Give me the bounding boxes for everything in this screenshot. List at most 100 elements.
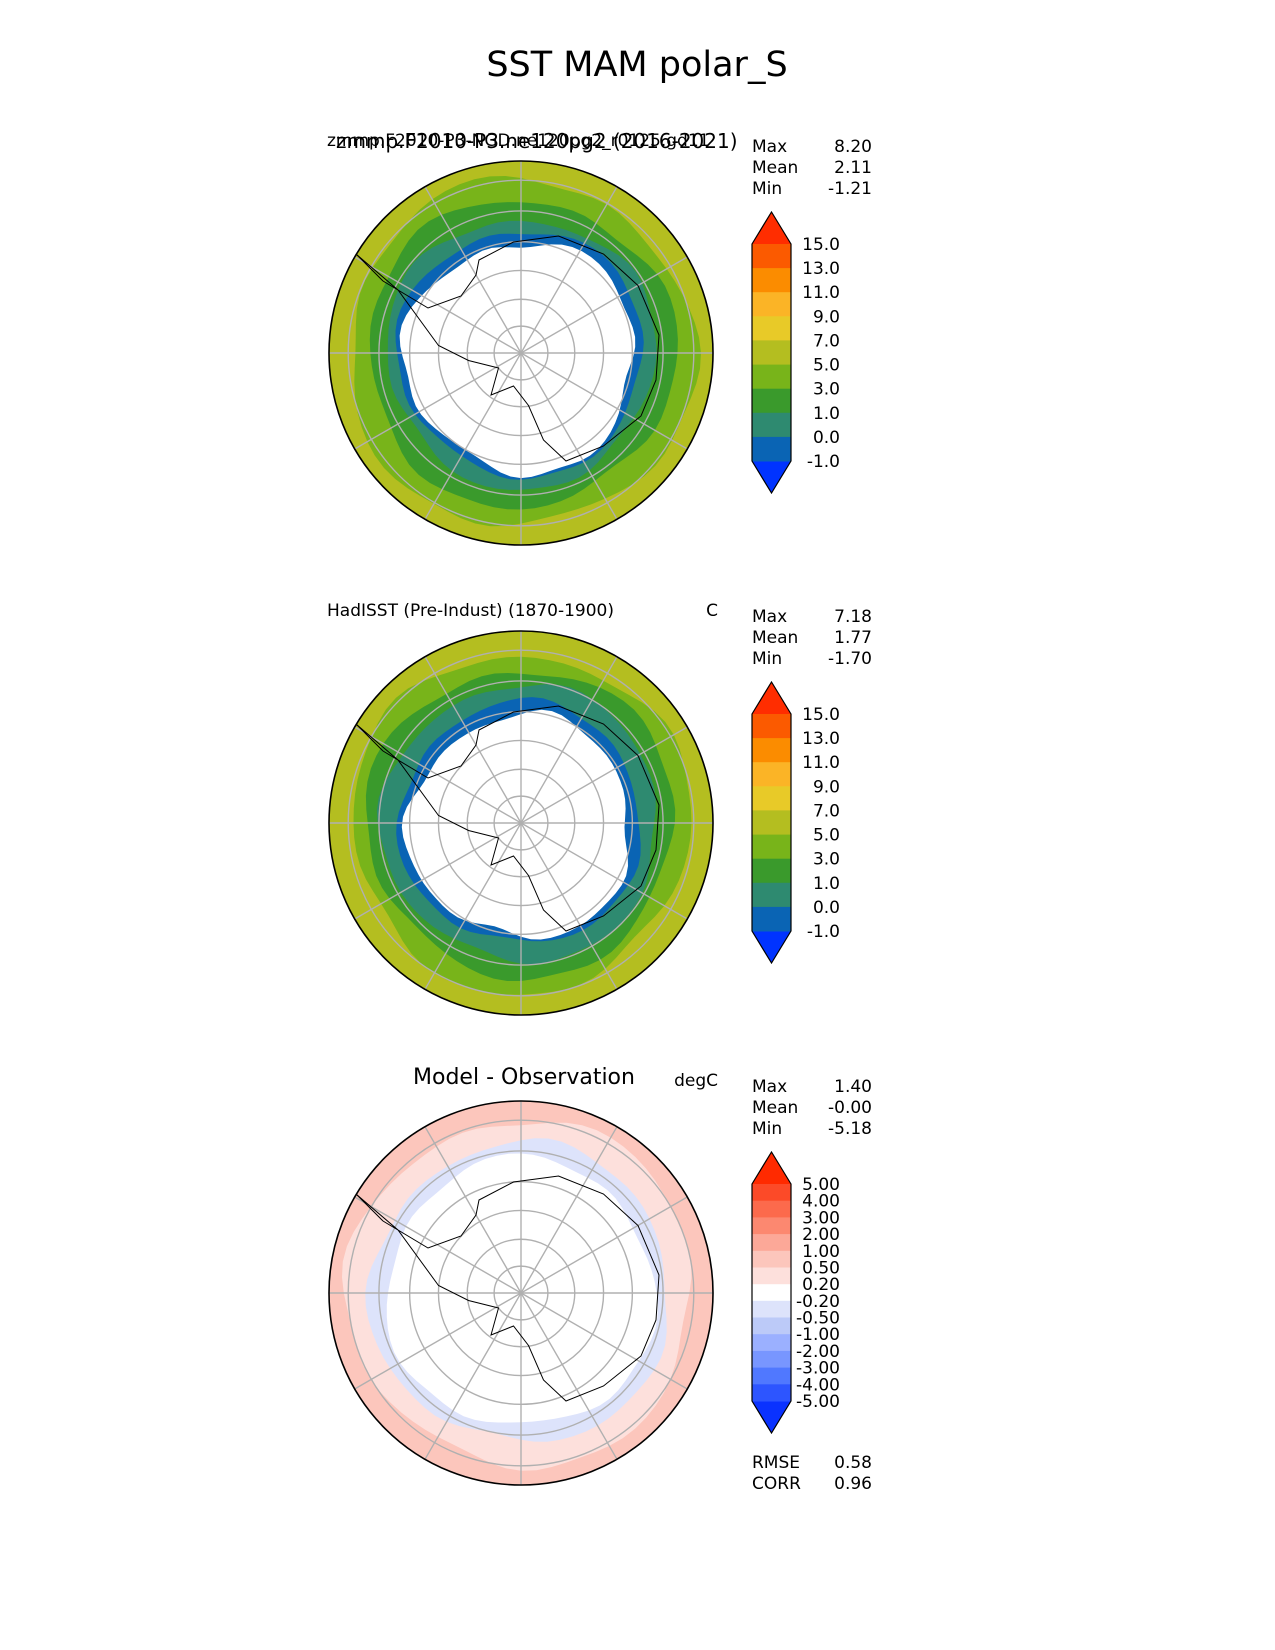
colorbar-segment	[752, 1334, 791, 1352]
colorbar-tick-label: 4.00	[802, 1192, 840, 1212]
colorbar-extend-max	[752, 212, 791, 244]
colorbar-segment	[752, 1200, 791, 1218]
map-reference	[329, 631, 713, 1015]
metric-label: CORR	[752, 1474, 801, 1494]
colorbar-tick-label: 9.0	[813, 307, 840, 327]
colorbar-tick-label: 0.20	[802, 1275, 840, 1295]
colorbar-segment	[752, 1234, 791, 1252]
colorbar-tick-label: -3.00	[796, 1359, 840, 1379]
colorbar-segment	[752, 1217, 791, 1235]
colorbar-segment	[752, 738, 791, 763]
colorbar-extend-min	[752, 1401, 791, 1433]
colorbar-segment	[752, 1284, 791, 1302]
colorbar-segment	[752, 1384, 791, 1402]
colorbar-outline	[751, 680, 792, 965]
colorbar-tick-label: 7.0	[813, 331, 840, 351]
panel-left-title-overlay: zmmp.F2010-P3.ne120pg2 (2016-2021)	[336, 129, 738, 153]
colorbar-tick-label: 0.0	[813, 898, 840, 918]
colorbar-tick-label: -2.00	[796, 1342, 840, 1362]
stat-value: 1.40	[834, 1077, 872, 1097]
colorbar-tick-label: -0.20	[796, 1292, 840, 1312]
colorbar-tick-label: 3.0	[813, 850, 840, 870]
colorbar-segment	[752, 1184, 791, 1202]
colorbar-extend-max	[752, 682, 791, 714]
stat-value: 2.11	[834, 158, 872, 178]
colorbar-tick-label: 1.00	[802, 1242, 840, 1262]
panel-left-title: HadISST (Pre-Indust) (1870-1900)	[327, 601, 614, 621]
coastline	[355, 1175, 660, 1402]
colorbar-tick-label: 1.0	[813, 404, 840, 424]
colorbar-tick-label: 13.0	[802, 259, 840, 279]
stat-label: Max	[752, 137, 787, 157]
colorbar-segment	[752, 292, 791, 317]
stat-value: -5.18	[828, 1119, 872, 1139]
metric-value: 0.58	[834, 1453, 872, 1473]
coastline	[355, 235, 660, 462]
colorbar-tick-label: 7.0	[813, 801, 840, 821]
graticule-meridian	[424, 656, 618, 990]
colorbar-segment	[752, 834, 791, 860]
stat-value: -1.70	[828, 649, 872, 669]
colorbar-segment	[752, 436, 791, 462]
panel-units: C	[706, 601, 718, 621]
colorbar-segment	[752, 1300, 791, 1318]
stat-label: Max	[752, 1077, 787, 1097]
stat-label: Mean	[752, 158, 798, 178]
colorbar-tick-label: 15.0	[802, 235, 840, 255]
panel-units: degC	[674, 1071, 718, 1091]
stat-value: -1.21	[828, 179, 872, 199]
stat-label: Max	[752, 607, 787, 627]
stat-label: Mean	[752, 1098, 798, 1118]
graticule-meridian	[424, 186, 618, 520]
stat-label: Min	[752, 1119, 782, 1139]
colorbar: 5.004.003.002.001.000.500.20-0.20-0.50-1…	[751, 1150, 840, 1435]
colorbar-tick-label: -5.00	[796, 1392, 840, 1412]
map-difference	[329, 1101, 713, 1485]
colorbar-segment	[752, 786, 791, 811]
panel-reference: HadISST (Pre-Indust) (1870-1900) C Max 7.18…	[327, 601, 872, 1016]
colorbar-tick-label: 3.00	[802, 1208, 840, 1228]
colorbar-segment	[752, 364, 791, 390]
colorbar-outline	[751, 210, 792, 495]
colorbar-extend-min	[752, 931, 791, 963]
colorbar-tick-label: -1.00	[796, 1325, 840, 1345]
metric-label: RMSE	[752, 1453, 800, 1473]
colorbar-tick-label: 2.00	[802, 1225, 840, 1245]
colorbar-segment	[752, 906, 791, 932]
panel-test: zmmp.F2010-P3-NGD.ne120pg2_r0125.gd11zmm…	[327, 129, 872, 546]
figure-title: SST MAM polar_S	[486, 45, 787, 85]
colorbar-segment	[752, 714, 791, 739]
stat-value: 7.18	[834, 607, 872, 627]
colorbar-tick-label: 0.50	[802, 1259, 840, 1279]
colorbar-tick-label: 5.00	[802, 1175, 840, 1195]
colorbar: 15.0 13.0 11.0 9.0 7.0 5.0 3.0 1.0 0.0 -1.0	[751, 210, 840, 495]
panel-difference: Model - Observation degC Max 1.40 Mean -0.00 M…	[328, 1065, 872, 1494]
colorbar-segment	[752, 810, 791, 835]
colorbar-segment	[752, 340, 791, 365]
colorbar-tick-label: -1.0	[807, 922, 840, 942]
colorbar-segment	[752, 316, 791, 341]
colorbar-segment	[752, 762, 791, 787]
colorbar-tick-label: 3.0	[813, 380, 840, 400]
map-test	[329, 161, 713, 545]
colorbar-tick-label: -4.00	[796, 1375, 840, 1395]
colorbar-tick-label: 13.0	[802, 729, 840, 749]
colorbar-extend-min	[752, 461, 791, 493]
colorbar-segment	[752, 1267, 791, 1285]
colorbar-tick-label: 5.0	[813, 826, 840, 846]
colorbar-tick-label: 5.0	[813, 356, 840, 376]
colorbar-tick-label: 11.0	[802, 283, 840, 303]
stat-value: 1.77	[834, 628, 872, 648]
colorbar-segment	[752, 1350, 791, 1369]
colorbar-tick-label: 15.0	[802, 705, 840, 725]
colorbar-segment	[752, 1250, 791, 1268]
stat-value: -0.00	[828, 1098, 872, 1118]
stat-label: Min	[752, 179, 782, 199]
graticule-meridian	[424, 1126, 618, 1460]
stat-label: Min	[752, 649, 782, 669]
colorbar-segment	[752, 882, 791, 908]
colorbar-segment	[752, 858, 791, 884]
colorbar-tick-label: 11.0	[802, 753, 840, 773]
colorbar-segment	[752, 268, 791, 293]
